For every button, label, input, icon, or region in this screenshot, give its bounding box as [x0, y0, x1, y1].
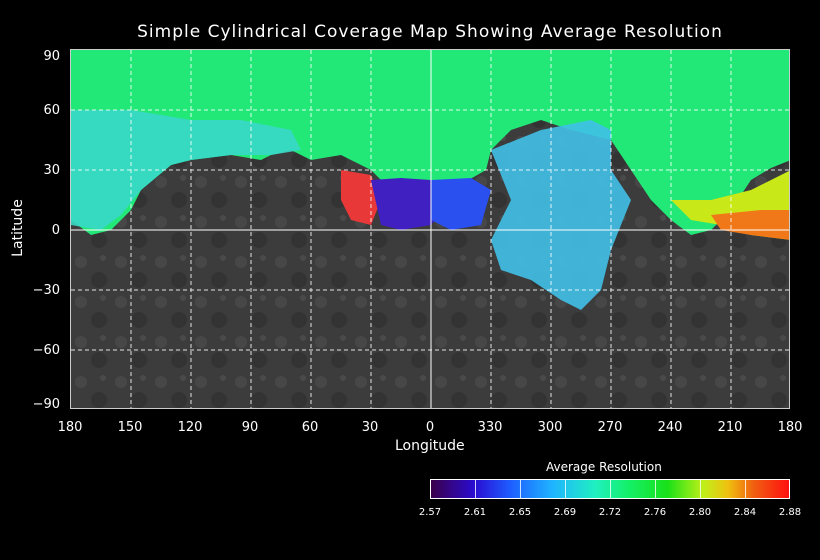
map-title: Simple Cylindrical Coverage Map Showing … — [137, 22, 723, 42]
lon-tick: 330 — [477, 420, 503, 435]
coverage-cyan-south — [491, 120, 631, 310]
lon-tick: 300 — [537, 420, 563, 435]
lat-tick: −60 — [32, 343, 60, 358]
lat-tick: 60 — [43, 103, 60, 118]
lon-tick: 210 — [717, 420, 743, 435]
lon-tick: 30 — [361, 420, 379, 435]
lon-tick: 120 — [177, 420, 203, 435]
legend-title: Average Resolution — [546, 460, 662, 474]
coverage-orange — [711, 210, 789, 240]
legend-label: 2.65 — [508, 507, 532, 518]
lat-tick: 30 — [43, 163, 60, 178]
legend-label: 2.84 — [733, 507, 757, 518]
legend-label: 2.72 — [598, 507, 622, 518]
legend-tick — [655, 480, 656, 498]
legend-label: 2.76 — [643, 507, 667, 518]
coverage-cyan-west — [71, 110, 301, 230]
legend-tick — [745, 480, 746, 498]
color-scale-bar — [430, 479, 790, 499]
legend-tick — [475, 480, 476, 498]
lon-tick: 150 — [117, 420, 143, 435]
legend-label: 2.88 — [778, 507, 802, 518]
lon-tick: 270 — [597, 420, 623, 435]
legend-tick — [565, 480, 566, 498]
lon-tick: 180 — [777, 420, 803, 435]
legend-tick — [520, 480, 521, 498]
lon-tick: 90 — [241, 420, 259, 435]
lat-tick: 0 — [51, 223, 60, 238]
lon-tick: 180 — [57, 420, 83, 435]
coverage-north — [71, 50, 789, 235]
lon-tick: 0 — [425, 420, 435, 435]
x-axis-title: Longitude — [395, 438, 465, 454]
lat-tick: −30 — [32, 283, 60, 298]
legend-tick — [610, 480, 611, 498]
legend-label: 2.80 — [688, 507, 712, 518]
lat-tick: −90 — [32, 397, 60, 412]
legend-label: 2.69 — [553, 507, 577, 518]
coverage-map — [70, 49, 790, 409]
lon-tick: 60 — [301, 420, 319, 435]
legend-label: 2.61 — [463, 507, 487, 518]
lon-tick: 240 — [657, 420, 683, 435]
coverage-blue — [431, 178, 491, 230]
legend-label: 2.57 — [418, 507, 442, 518]
y-axis-title: Latitude — [10, 199, 26, 257]
map-axes-center — [71, 50, 789, 408]
legend-tick — [700, 480, 701, 498]
map-image — [71, 50, 789, 408]
lat-tick: 90 — [43, 49, 60, 64]
